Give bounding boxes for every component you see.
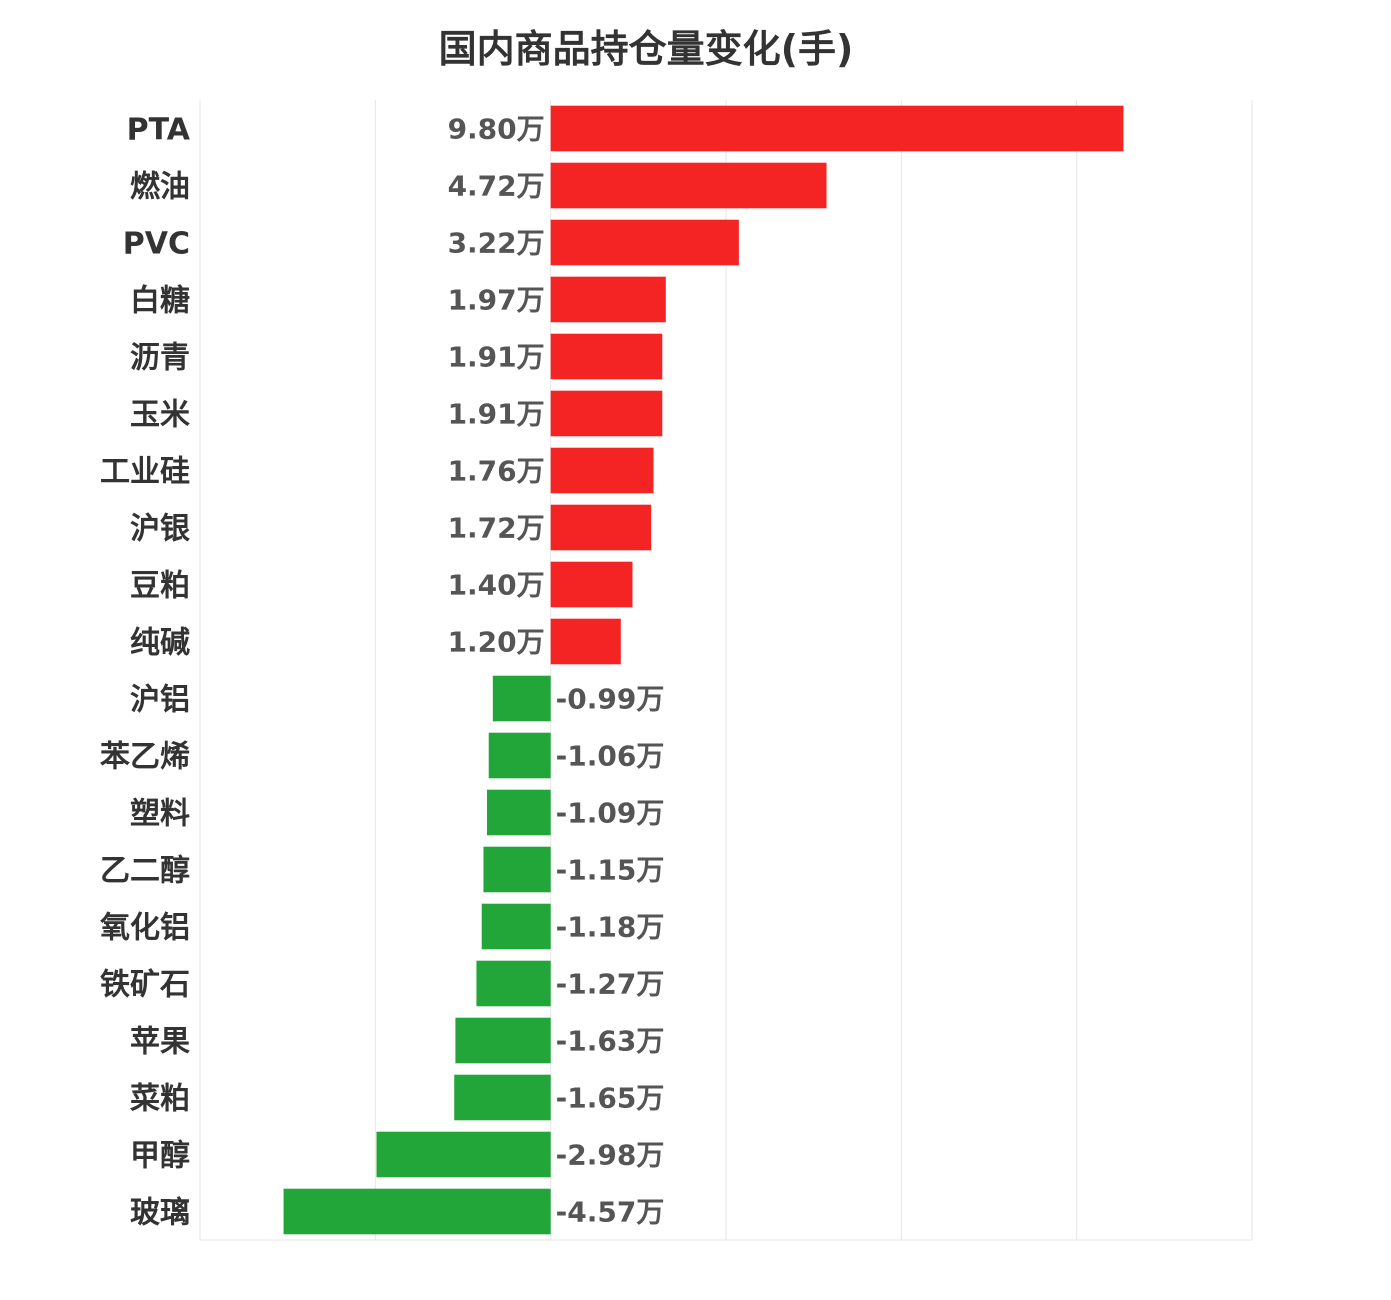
bar	[550, 504, 652, 551]
category-label: 甲醇	[130, 1139, 190, 1174]
category-label: 玉米	[130, 398, 190, 433]
bar	[476, 960, 551, 1007]
category-label: 豆粕	[130, 569, 190, 604]
value-label: 1.20万	[448, 626, 545, 659]
category-label: 燃油	[130, 170, 190, 205]
category-label: 氧化铝	[100, 911, 190, 946]
value-labels: 9.80万 4.72万 3.22万 1.97万 1.91万 1.91万 1.76万 1.72万…	[448, 113, 665, 1229]
value-label: 9.80万	[448, 113, 545, 146]
category-label: 乙二醇	[100, 854, 190, 889]
bar	[492, 675, 551, 722]
bar	[550, 561, 633, 608]
bar	[550, 219, 739, 266]
value-label: -1.09万	[556, 797, 665, 830]
bar	[550, 447, 654, 494]
category-label: 菜粕	[130, 1082, 190, 1117]
category-label: 苯乙烯	[100, 740, 190, 775]
bar	[550, 333, 663, 380]
category-label: PTA	[127, 113, 191, 148]
value-label: 1.97万	[448, 284, 545, 317]
bar	[550, 390, 663, 437]
value-label: -1.18万	[556, 911, 665, 944]
bar	[481, 903, 551, 950]
bar	[550, 276, 666, 323]
bar	[283, 1188, 551, 1235]
value-label: 1.76万	[448, 455, 545, 488]
category-label: 纯碱	[130, 626, 190, 661]
category-label: 工业硅	[100, 455, 190, 490]
category-label: 沥青	[130, 341, 190, 376]
bar	[454, 1074, 551, 1121]
bar	[550, 162, 827, 209]
value-label: -1.06万	[556, 740, 665, 773]
bar	[488, 732, 551, 779]
value-label: 3.22万	[448, 227, 545, 260]
category-label: 玻璃	[130, 1196, 190, 1231]
bar	[550, 105, 1124, 152]
grid	[199, 100, 1253, 1241]
value-label: 1.72万	[448, 512, 545, 545]
value-label: 4.72万	[448, 170, 545, 203]
value-label: -4.57万	[556, 1196, 665, 1229]
bar	[483, 846, 551, 893]
bar	[376, 1131, 551, 1178]
category-labels: PTA 燃油 PVC 白糖沥青玉米工业硅沪银豆粕纯碱沪铝苯乙烯塑料乙二醇氧化铝铁矿石苹…	[100, 113, 191, 1231]
category-label: 沪铝	[130, 683, 190, 718]
chart-title: 国内商品持仓量变化(手)	[439, 27, 854, 71]
category-label: 白糖	[130, 284, 190, 319]
bar	[550, 618, 621, 665]
value-label: -1.65万	[556, 1082, 665, 1115]
value-label: -1.27万	[556, 968, 665, 1001]
value-label: -1.15万	[556, 854, 665, 887]
value-label: -0.99万	[556, 683, 665, 716]
category-label: 苹果	[130, 1025, 190, 1060]
bar	[455, 1017, 551, 1064]
bar	[486, 789, 551, 836]
value-label: 1.40万	[448, 569, 545, 602]
value-label: 1.91万	[448, 398, 545, 431]
bars	[283, 105, 1124, 1235]
value-label: 1.91万	[448, 341, 545, 374]
category-label: 塑料	[130, 797, 190, 832]
value-label: -2.98万	[556, 1139, 665, 1172]
value-label: -1.63万	[556, 1025, 665, 1058]
category-label: PVC	[123, 227, 190, 262]
category-label: 沪银	[130, 512, 190, 547]
category-label: 铁矿石	[100, 968, 190, 1003]
